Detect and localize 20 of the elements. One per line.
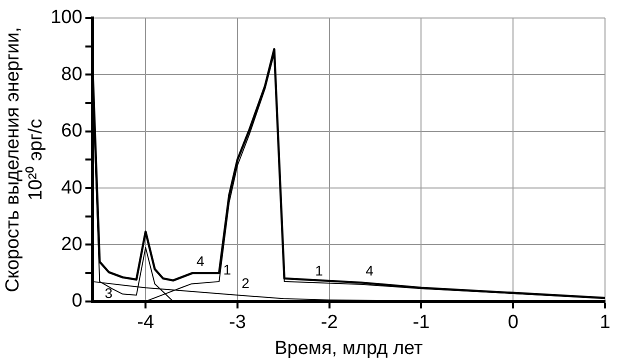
x-tick-label: -2 — [320, 312, 338, 334]
annotation: 2 — [242, 275, 250, 292]
x-tick-label: 1 — [600, 312, 610, 334]
y-tick-label: 80 — [61, 64, 82, 85]
x-tick-label: 0 — [508, 312, 518, 334]
annotation: 1 — [223, 261, 232, 278]
y-axis-title: Скорость выделения энергии, 10²⁰ эрг/с — [2, 27, 46, 292]
annotation: 4 — [196, 252, 205, 269]
x-tick-label: -3 — [229, 312, 246, 334]
x-tick-label: -4 — [137, 312, 154, 334]
annotation: 3 — [104, 284, 113, 301]
x-tick-label: -1 — [412, 312, 430, 334]
y-tick-label: 100 — [50, 7, 82, 28]
y-tick-label: 60 — [61, 120, 82, 142]
y-tick-label: 40 — [61, 177, 82, 198]
x-axis-title: Время, млрд лет — [274, 338, 423, 359]
y-tick-label: 0 — [72, 290, 82, 312]
annotation: 1 — [315, 262, 324, 278]
y-tick-label: 20 — [61, 234, 82, 255]
annotation: 4 — [366, 262, 374, 279]
